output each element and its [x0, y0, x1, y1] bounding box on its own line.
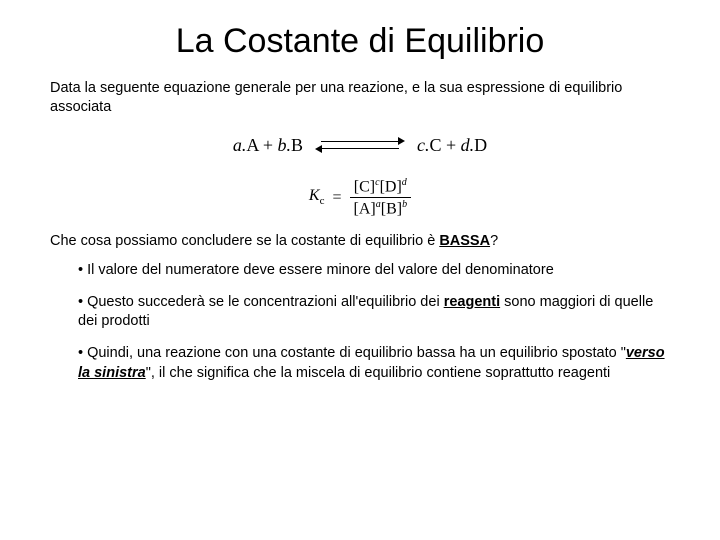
species-B: B — [291, 135, 303, 155]
kc-equals: = — [332, 189, 341, 207]
question-line: Che cosa possiamo concludere se la costa… — [50, 233, 670, 249]
question-pre: Che cosa possiamo concludere se la costa… — [50, 233, 439, 249]
num-exp-d: d — [402, 177, 407, 188]
question-emph: BASSA — [439, 233, 490, 249]
plus-1: + — [258, 135, 277, 155]
bullet-3-post: ", il che significa che la miscela di eq… — [146, 365, 611, 381]
plus-2: + — [442, 135, 461, 155]
species-A: A — [246, 135, 258, 155]
coef-b: b. — [277, 135, 291, 155]
den-exp-b: b — [402, 199, 407, 210]
coef-a: a. — [233, 135, 247, 155]
den-B: [B] — [381, 200, 402, 217]
kc-K: K — [309, 187, 320, 204]
bullet-3: •Quindi, una reazione con una costante d… — [78, 344, 670, 383]
kc-fraction: [C]c[D]d [A]a[B]b — [350, 176, 412, 220]
intro-text: Data la seguente equazione generale per … — [50, 79, 670, 117]
coef-d: d. — [461, 135, 475, 155]
bullet-dot-icon: • — [78, 345, 83, 361]
bullet-dot-icon: • — [78, 262, 83, 278]
species-D: D — [474, 135, 487, 155]
bullet-2-pre: Questo succederà se le concentrazioni al… — [87, 294, 444, 310]
num-D: [D] — [380, 178, 402, 195]
den-A: [A] — [354, 200, 376, 217]
reaction-equation: a.A + b.B c.C + d.D — [50, 135, 670, 156]
kc-expression: Kc = [C]c[D]d [A]a[B]b — [50, 170, 670, 220]
bullet-2-emph: reagenti — [444, 294, 500, 310]
page-title: La Costante di Equilibrio — [50, 22, 670, 61]
bullet-2: •Questo succederà se le concentrazioni a… — [78, 293, 670, 332]
bullet-list: •Il valore del numeratore deve essere mi… — [50, 261, 670, 383]
bullet-3-pre: Quindi, una reazione con una costante di… — [87, 345, 626, 361]
equilibrium-arrow-icon — [315, 138, 405, 152]
coef-c: c. — [417, 135, 430, 155]
species-C: C — [430, 135, 442, 155]
kc-sub: c — [320, 196, 325, 208]
bullet-1-text: Il valore del numeratore deve essere min… — [87, 262, 554, 278]
num-C: [C] — [354, 178, 375, 195]
question-post: ? — [490, 233, 498, 249]
bullet-1: •Il valore del numeratore deve essere mi… — [78, 261, 670, 281]
bullet-dot-icon: • — [78, 294, 83, 310]
